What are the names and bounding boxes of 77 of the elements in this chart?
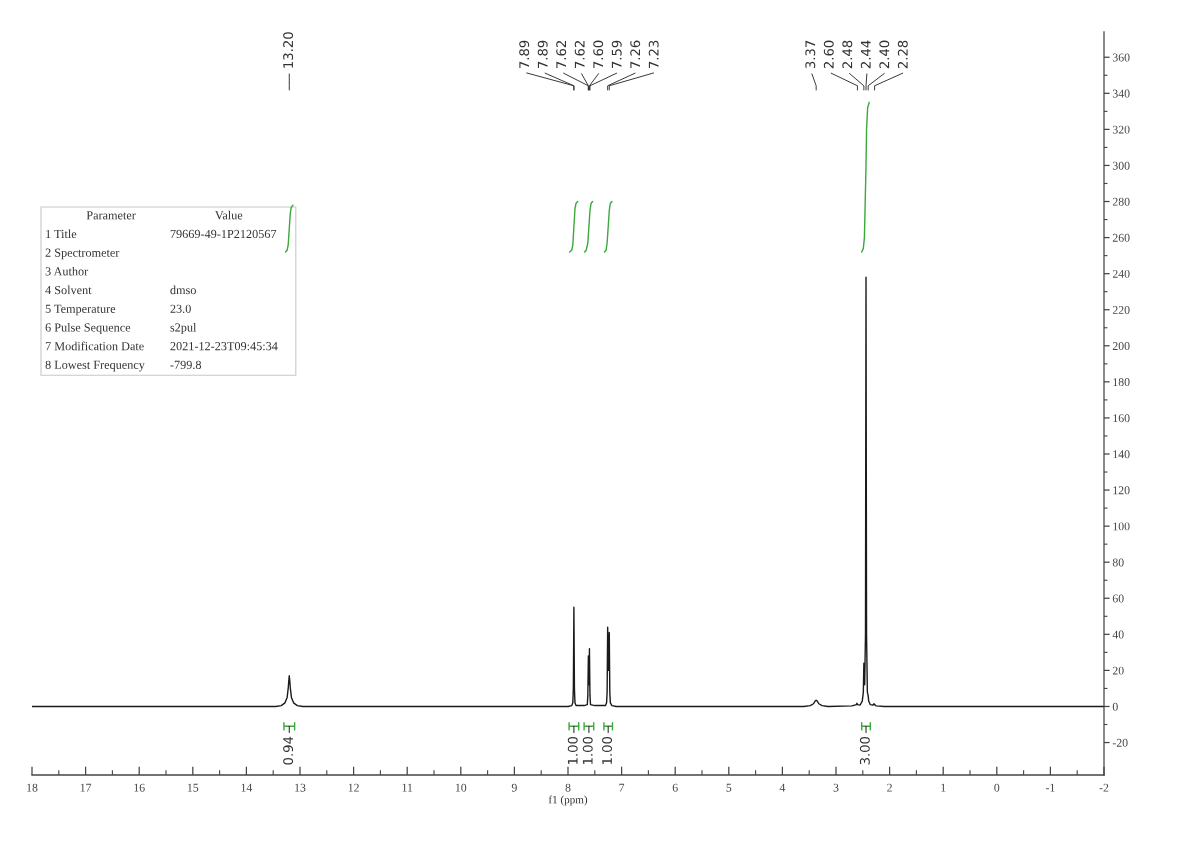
x-tick-label: 7: [619, 783, 625, 792]
x-tick-label: 9: [511, 783, 517, 792]
y-tick-label: 20: [1112, 666, 1124, 675]
y-tick-label: 160: [1113, 414, 1130, 423]
y-tick-label: 300: [1112, 161, 1130, 170]
annotation: 7.23: [648, 40, 659, 69]
annotation: 1.00: [582, 736, 593, 764]
y-tick-label: 0: [1112, 702, 1118, 711]
text: 8 Lowest Frequency -799.8: [45, 360, 202, 372]
annotation: 7.26: [630, 40, 641, 69]
annotation: 2.48: [842, 40, 853, 69]
line-series: [861, 101, 870, 253]
y-tick-label: 200: [1112, 342, 1130, 350]
x-tick-label: 5: [726, 783, 732, 792]
x-tick-label: 16: [134, 783, 145, 792]
annotation: 1.00: [567, 736, 578, 764]
x-axis-title: f1 (ppm): [548, 795, 588, 806]
y-tick-label: 240: [1112, 269, 1130, 278]
y-tick-label: 120: [1113, 486, 1130, 495]
x-tick-label: 18: [27, 783, 38, 792]
x-tick-label: -1: [1045, 783, 1055, 792]
x-tick-label: 15: [187, 783, 199, 792]
annotation: 7.89: [519, 40, 530, 69]
annotation: 2.44: [860, 40, 871, 69]
x-tick-label: 4: [779, 783, 786, 792]
annotation: 7.62: [556, 41, 567, 69]
y-tick-label: 100: [1113, 522, 1130, 531]
y-tick-label: 80: [1112, 558, 1124, 567]
x-tick-label: 0: [994, 783, 1000, 792]
x-tick-label: 13: [295, 783, 306, 792]
line-series: [32, 276, 1104, 708]
line-series: [583, 200, 594, 253]
annotation: 7.62: [574, 41, 585, 69]
text: Parameter Value: [86, 210, 243, 220]
text: 7 Modification Date 2021-12-23T09:45:34: [45, 341, 278, 351]
annotation: 7.59: [611, 40, 622, 69]
annotation: 2.60: [823, 40, 834, 69]
annotation: 1.00: [602, 736, 613, 764]
y-tick-label: 40: [1112, 630, 1124, 639]
x-tick-label: 6: [672, 783, 678, 792]
x-tick-label: 14: [241, 783, 253, 792]
annotation: 7.60: [593, 40, 604, 69]
text: 5 Temperature 23.0: [45, 304, 191, 316]
y-tick-label: 260: [1112, 233, 1130, 242]
y-tick-label: 60: [1112, 594, 1124, 603]
annotation: 3 Author: [45, 266, 89, 276]
annotation: 2 Spectrometer: [45, 248, 120, 260]
x-tick-label: -2: [1099, 783, 1109, 792]
text: 4 Solvent dmso: [45, 285, 196, 295]
text: 6 Pulse Sequence s2pul: [45, 322, 197, 335]
line-series: [284, 204, 294, 253]
y-tick-label: 340: [1112, 89, 1130, 98]
y-tick-label: 320: [1112, 125, 1130, 134]
y-tick-label: 280: [1112, 197, 1130, 206]
annotation: 13.20: [283, 32, 294, 68]
text: 1 Title 79669-49-1P2120567: [46, 229, 277, 239]
x-tick-label: 17: [80, 783, 92, 792]
annotation: 3.37: [805, 40, 816, 69]
x-tick-label: 11: [402, 783, 413, 792]
line-series: [603, 200, 613, 253]
x-tick-label: 8: [565, 783, 571, 792]
x-tick-label: 2: [887, 783, 892, 792]
y-tick-label: 360: [1112, 53, 1130, 62]
y-tick-label: 140: [1113, 450, 1130, 459]
x-tick-label: 1: [941, 783, 946, 792]
x-tick-label: 10: [455, 783, 467, 792]
annotation: 0.94: [283, 736, 294, 765]
y-tick-label: -20: [1112, 738, 1128, 747]
annotation: 3.00: [859, 736, 870, 765]
annotation: 2.40: [879, 40, 890, 69]
annotation: 2.28: [897, 40, 908, 69]
x-tick-label: 12: [348, 783, 359, 792]
x-tick-label: 3: [833, 783, 839, 792]
y-tick-label: 220: [1112, 305, 1130, 314]
annotation: 7.89: [537, 40, 548, 69]
line-series: [568, 200, 579, 253]
y-tick-label: 180: [1113, 378, 1130, 387]
